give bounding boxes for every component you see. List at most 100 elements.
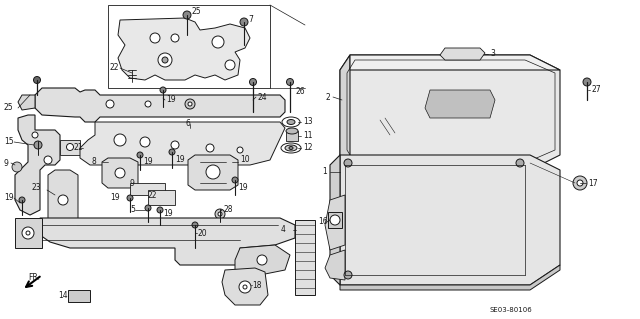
Text: 2: 2 — [325, 93, 330, 101]
Circle shape — [218, 212, 222, 216]
Circle shape — [115, 168, 125, 178]
Text: 3: 3 — [490, 49, 495, 58]
Ellipse shape — [286, 128, 298, 134]
Polygon shape — [40, 218, 295, 265]
Polygon shape — [328, 212, 342, 228]
Circle shape — [171, 141, 179, 149]
Circle shape — [573, 176, 587, 190]
Text: 23: 23 — [32, 182, 42, 191]
Text: 9: 9 — [4, 159, 9, 167]
Text: 18: 18 — [252, 280, 262, 290]
Polygon shape — [425, 90, 495, 118]
Circle shape — [237, 147, 243, 153]
Text: 26: 26 — [295, 87, 305, 97]
Ellipse shape — [282, 117, 300, 127]
Polygon shape — [340, 55, 560, 170]
Circle shape — [114, 134, 126, 146]
Polygon shape — [340, 155, 560, 285]
Circle shape — [19, 197, 25, 203]
Circle shape — [215, 209, 225, 219]
Ellipse shape — [287, 120, 295, 124]
Text: 27: 27 — [592, 85, 602, 94]
Circle shape — [206, 165, 220, 179]
Text: 19: 19 — [175, 155, 184, 165]
Polygon shape — [286, 131, 298, 141]
Polygon shape — [102, 158, 138, 188]
Polygon shape — [295, 220, 315, 295]
Text: 25: 25 — [192, 6, 202, 16]
Text: 1: 1 — [322, 167, 327, 176]
Circle shape — [169, 149, 175, 155]
Text: 13: 13 — [303, 117, 312, 127]
Text: 25: 25 — [4, 103, 13, 113]
Circle shape — [137, 152, 143, 158]
Circle shape — [127, 195, 133, 201]
Circle shape — [67, 144, 74, 151]
Text: 19: 19 — [238, 182, 248, 191]
Circle shape — [58, 195, 68, 205]
Circle shape — [33, 77, 40, 84]
Polygon shape — [350, 55, 560, 70]
Text: 6: 6 — [186, 118, 191, 128]
Polygon shape — [60, 140, 80, 155]
Polygon shape — [325, 195, 345, 250]
Circle shape — [22, 227, 34, 239]
Circle shape — [577, 180, 583, 186]
Text: FR.: FR. — [28, 273, 40, 283]
Circle shape — [212, 36, 224, 48]
Text: 4: 4 — [281, 226, 286, 234]
Text: 19: 19 — [163, 209, 173, 218]
Polygon shape — [330, 155, 340, 285]
Text: 22: 22 — [110, 63, 120, 72]
Text: 20: 20 — [198, 228, 207, 238]
Circle shape — [171, 34, 179, 42]
Circle shape — [183, 11, 191, 19]
Circle shape — [150, 33, 160, 43]
Circle shape — [162, 57, 168, 63]
Text: 17: 17 — [588, 179, 598, 188]
Polygon shape — [325, 250, 345, 280]
Text: 21: 21 — [74, 144, 83, 152]
Text: 19: 19 — [4, 194, 13, 203]
Polygon shape — [15, 115, 60, 215]
Text: 24: 24 — [257, 93, 267, 101]
Circle shape — [12, 162, 22, 172]
Polygon shape — [18, 95, 35, 110]
Circle shape — [140, 137, 150, 147]
Circle shape — [44, 156, 52, 164]
Circle shape — [145, 205, 151, 211]
Circle shape — [106, 100, 114, 108]
Circle shape — [225, 60, 235, 70]
Text: 15: 15 — [4, 137, 13, 146]
Text: 8: 8 — [92, 158, 97, 167]
Text: 19: 19 — [110, 194, 120, 203]
Circle shape — [250, 78, 257, 85]
Ellipse shape — [281, 143, 301, 153]
Polygon shape — [118, 18, 250, 80]
Circle shape — [240, 18, 248, 26]
Circle shape — [192, 222, 198, 228]
Text: 19: 19 — [166, 95, 175, 105]
Circle shape — [516, 159, 524, 167]
Text: 7: 7 — [248, 16, 253, 25]
Circle shape — [243, 285, 247, 289]
Polygon shape — [80, 122, 285, 165]
Polygon shape — [48, 170, 78, 230]
Text: 10: 10 — [240, 155, 250, 165]
Polygon shape — [68, 290, 90, 302]
Polygon shape — [148, 190, 175, 205]
Text: 14: 14 — [58, 291, 68, 300]
Circle shape — [34, 141, 42, 149]
Circle shape — [344, 271, 352, 279]
Text: 5: 5 — [130, 205, 135, 214]
Text: 16: 16 — [318, 218, 328, 226]
Ellipse shape — [285, 145, 297, 151]
Polygon shape — [35, 88, 285, 122]
Polygon shape — [235, 245, 290, 275]
Circle shape — [158, 53, 172, 67]
Circle shape — [344, 159, 352, 167]
Polygon shape — [340, 265, 560, 290]
Text: SE03-80106: SE03-80106 — [490, 307, 532, 313]
Polygon shape — [222, 268, 268, 305]
Circle shape — [145, 101, 151, 107]
